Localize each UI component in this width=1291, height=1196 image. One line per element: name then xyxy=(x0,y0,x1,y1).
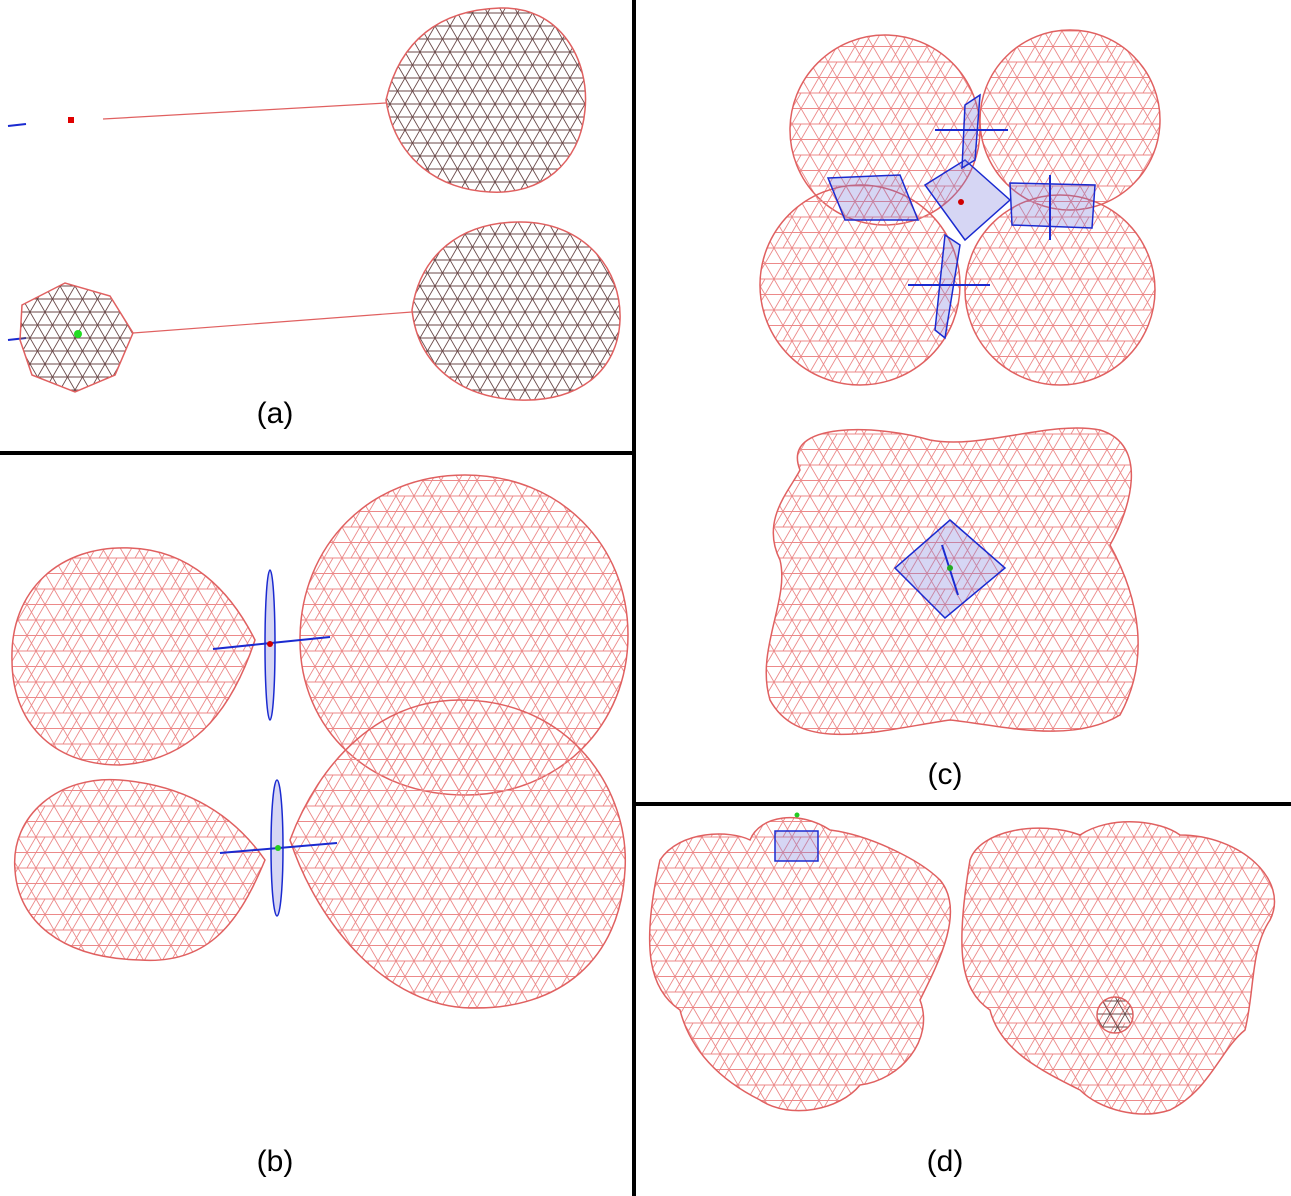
node xyxy=(947,565,953,571)
mesh-blob xyxy=(290,700,625,1008)
link xyxy=(103,103,386,119)
node xyxy=(275,845,281,851)
panel-label: (a) xyxy=(257,397,294,430)
axis-stub xyxy=(8,124,26,126)
panel-d: (d) xyxy=(650,813,1275,1178)
mesh-blob xyxy=(15,780,265,961)
plane xyxy=(962,95,980,168)
panel-a: (a) xyxy=(8,8,620,430)
node xyxy=(68,117,74,123)
plane xyxy=(775,831,818,861)
link xyxy=(133,312,412,333)
panel-b: (b) xyxy=(12,475,628,1178)
mesh-blob xyxy=(386,8,586,192)
figure: (a) (b) (c) xyxy=(0,0,1291,1196)
node xyxy=(267,641,273,647)
mesh-blob xyxy=(12,548,255,765)
mesh-blob xyxy=(412,222,620,400)
mesh-blob xyxy=(980,30,1160,210)
mesh-blob xyxy=(1097,997,1133,1033)
panel-label: (d) xyxy=(927,1145,964,1178)
node xyxy=(958,199,964,205)
mesh-blob xyxy=(962,822,1275,1114)
node xyxy=(795,813,800,818)
node xyxy=(74,330,82,338)
panel-label: (c) xyxy=(928,758,963,791)
panel-label: (b) xyxy=(257,1145,294,1178)
panel-c: (c) xyxy=(760,30,1160,791)
plane xyxy=(1010,183,1095,228)
